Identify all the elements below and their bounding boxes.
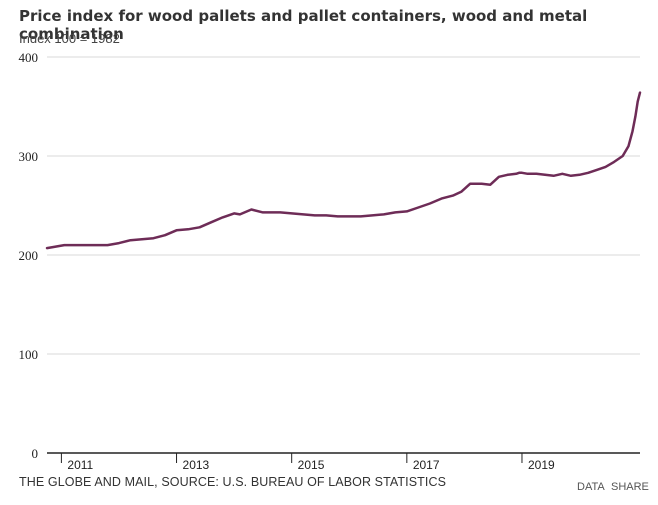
y-tick-label: 200 [19, 248, 39, 263]
y-tick-label: 400 [19, 50, 39, 65]
y-tick-labels: 0 100 200 300 400 [19, 50, 39, 461]
x-tick-label: 2017 [413, 458, 440, 472]
x-ticks: 2011 2013 2015 2017 2019 [60, 453, 555, 472]
y-tick-label: 100 [19, 347, 39, 362]
y-tick-label: 0 [32, 446, 39, 461]
x-tick-label: 2015 [298, 458, 325, 472]
series-line-layer [45, 91, 642, 250]
gridlines [47, 56, 640, 454]
series-line [45, 91, 642, 250]
data-button[interactable]: DATA [577, 481, 605, 493]
x-tick-label: 2013 [183, 458, 210, 472]
x-tick-label: 2011 [67, 458, 93, 472]
share-button[interactable]: SHARE [611, 481, 649, 493]
y-tick-label: 300 [19, 149, 39, 164]
chart-title: Price index for wood pallets and pallet … [19, 7, 588, 43]
source-note: THE GLOBE AND MAIL, SOURCE: U.S. BUREAU … [19, 475, 447, 489]
chart-subtitle: Index 100 = 1982 [19, 31, 120, 46]
x-tick-label: 2019 [528, 458, 555, 472]
